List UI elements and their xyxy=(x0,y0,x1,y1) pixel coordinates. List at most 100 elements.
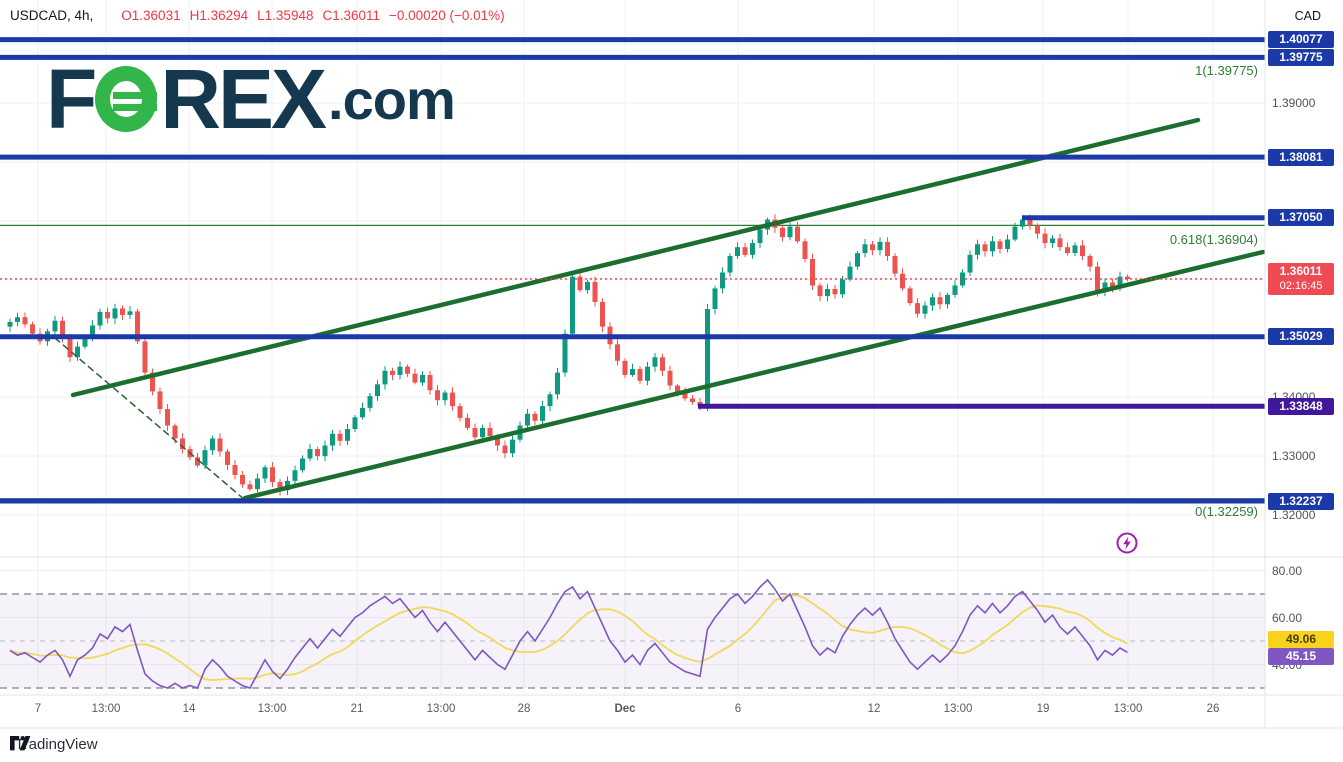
candle-body xyxy=(705,308,710,407)
candle-body xyxy=(60,320,65,338)
ohlc-low: L1.35948 xyxy=(257,8,314,23)
candle-body xyxy=(1065,247,1070,254)
candle-body xyxy=(1012,226,1018,240)
candle-body xyxy=(135,311,140,342)
candle-body xyxy=(375,384,380,397)
candle-body xyxy=(885,241,890,257)
trend-channel-lines[interactable] xyxy=(54,117,1266,501)
candle-body xyxy=(225,451,230,465)
time-label-19: 19 xyxy=(1036,703,1050,715)
candle-body xyxy=(292,470,298,481)
price-label-1.37050: 1.37050 xyxy=(1268,209,1334,227)
channel-lower[interactable] xyxy=(242,249,1266,501)
time-label-13:00: 13:00 xyxy=(91,703,121,715)
candle-body xyxy=(862,244,868,254)
candle-body xyxy=(1035,225,1040,234)
candle-body xyxy=(450,392,455,407)
candle-body xyxy=(345,429,350,441)
candle-body xyxy=(75,346,80,358)
tradingview-attribution[interactable]: TradingView xyxy=(10,736,98,753)
candle-body xyxy=(457,406,463,418)
ohlc-open: O1.36031 xyxy=(121,8,181,23)
candle-body xyxy=(502,445,508,454)
candle-body xyxy=(600,301,605,327)
rsi-line xyxy=(9,578,1128,689)
price-tick-1.32000: 1.32000 xyxy=(1272,507,1316,522)
candle-body xyxy=(997,241,1003,249)
channel-upper[interactable] xyxy=(70,117,1201,398)
candle-body xyxy=(270,467,275,483)
price-tick-1.33000: 1.33000 xyxy=(1272,449,1316,464)
candle-body xyxy=(622,360,628,375)
candle-body xyxy=(7,321,13,327)
candle-body xyxy=(907,288,913,304)
time-label-14: 14 xyxy=(182,703,196,715)
candle-body xyxy=(562,333,568,373)
candle-body xyxy=(90,325,95,339)
logo-dotcom: .com xyxy=(328,67,456,131)
candle-body xyxy=(420,374,425,383)
candle-body xyxy=(97,311,103,326)
logo-letters-rex: REX xyxy=(160,52,327,146)
lightning-event-icon[interactable] xyxy=(1115,531,1139,555)
symbol-legend[interactable]: USDCAD, 4h, O1.36031 H1.36294 L1.35948 C… xyxy=(10,8,514,23)
candle-body xyxy=(817,285,823,297)
candle-body xyxy=(300,458,305,471)
forexcom-watermark-logo: F REX .com xyxy=(46,52,456,146)
price-label-1.33848: 1.33848 xyxy=(1268,397,1334,415)
candle-body xyxy=(870,244,875,251)
candle-body xyxy=(15,317,20,322)
candle-body xyxy=(922,305,928,314)
candlestick-series xyxy=(7,214,1130,496)
candle-body xyxy=(892,256,898,274)
tradingview-attribution-text: TradingView xyxy=(15,736,98,753)
candle-body xyxy=(367,396,373,408)
candle-body xyxy=(1042,233,1048,244)
candle-body xyxy=(982,244,988,252)
fib-label-0(1.32259): 0(1.32259) xyxy=(1195,503,1258,519)
candle-body xyxy=(195,457,200,466)
candle-body xyxy=(165,409,170,426)
price-label-1.40077: 1.40077 xyxy=(1268,31,1334,49)
candle-body xyxy=(682,392,688,399)
time-label-21: 21 xyxy=(350,703,364,715)
candle-body xyxy=(1087,256,1093,267)
candle-body xyxy=(120,308,125,315)
candle-body xyxy=(1125,276,1130,279)
candle-body xyxy=(750,243,755,255)
candle-body xyxy=(787,226,793,238)
candle-body xyxy=(390,370,395,375)
candle-body xyxy=(525,413,530,426)
candle-body xyxy=(975,244,980,255)
candle-body xyxy=(690,398,695,402)
candle-body xyxy=(952,285,958,295)
horizontal-level-lines[interactable] xyxy=(0,37,1265,504)
candle-body xyxy=(832,288,838,295)
candle-body xyxy=(1020,219,1025,227)
last-price-label: 1.36011 02:16:45 xyxy=(1268,262,1334,295)
candle-body xyxy=(780,227,785,238)
last-price-value: 1.36011 xyxy=(1279,263,1323,278)
time-label-13:00: 13:00 xyxy=(426,703,456,715)
candle-body xyxy=(937,297,943,305)
rsi-band xyxy=(0,593,1265,689)
candle-body xyxy=(217,438,223,452)
candle-body xyxy=(240,474,245,485)
candle-body xyxy=(570,276,575,334)
rsi-value-label: 45.15 xyxy=(1268,648,1334,666)
symbol-title[interactable]: USDCAD, 4h, xyxy=(10,8,94,23)
fib-label-0.618(1.36904): 0.618(1.36904) xyxy=(1169,232,1258,248)
candle-body xyxy=(960,272,965,286)
rsi-tick-80.00: 80.00 xyxy=(1272,563,1303,578)
candle-body xyxy=(855,253,860,267)
candle-body xyxy=(472,427,478,438)
descending-support-dashed[interactable] xyxy=(54,337,246,501)
candle-body xyxy=(645,366,650,381)
fib-retracement-lines[interactable] xyxy=(0,55,1265,500)
candle-body xyxy=(262,467,268,479)
rsi-series xyxy=(9,578,1128,689)
time-label-7: 7 xyxy=(34,703,42,715)
candle-body xyxy=(435,390,440,401)
